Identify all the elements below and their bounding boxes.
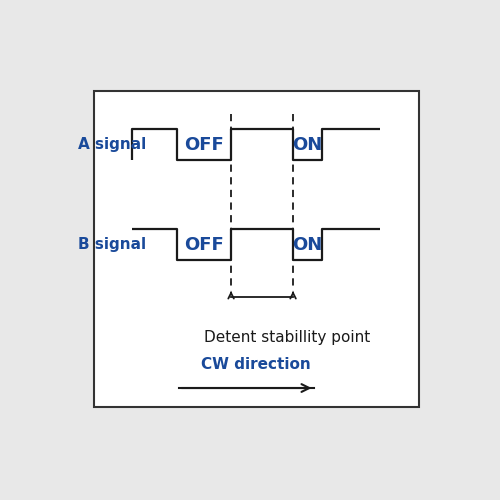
Text: CW direction: CW direction	[202, 356, 311, 372]
Text: Detent stabillity point: Detent stabillity point	[204, 330, 370, 344]
Text: OFF: OFF	[184, 236, 224, 254]
Text: B signal: B signal	[78, 238, 146, 252]
Text: ON: ON	[292, 236, 322, 254]
FancyBboxPatch shape	[94, 91, 419, 406]
Text: ON: ON	[292, 136, 322, 154]
Text: A signal: A signal	[78, 137, 146, 152]
Text: OFF: OFF	[184, 136, 224, 154]
